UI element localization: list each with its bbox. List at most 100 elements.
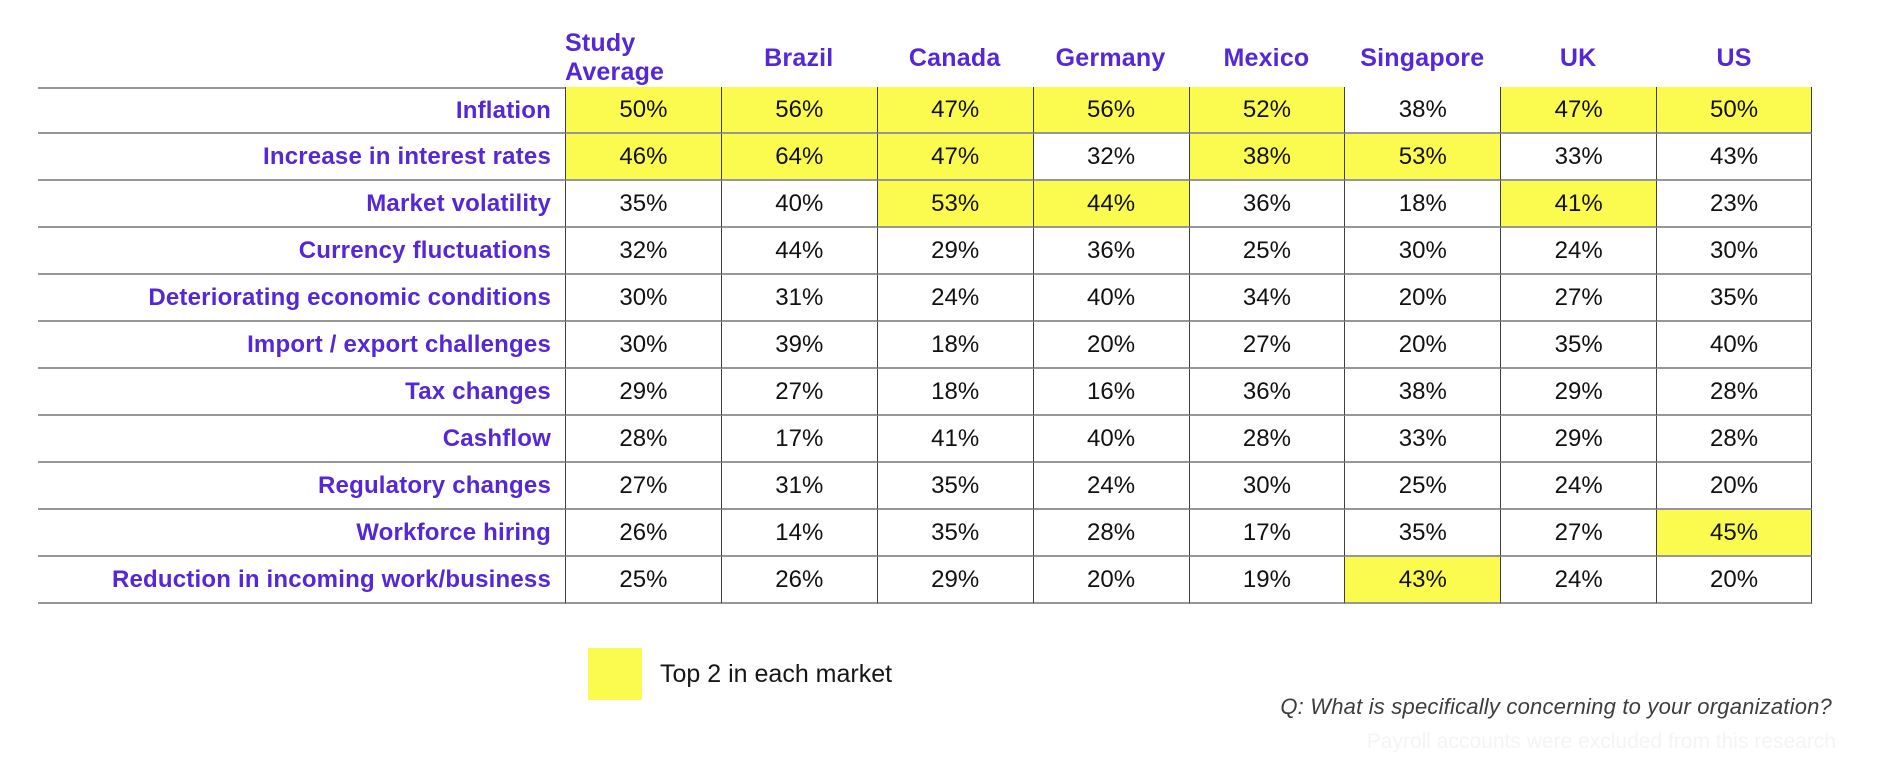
table-cell: 30% [1344,228,1501,275]
row-label: Increase in interest rates [38,134,565,181]
table-cell: 50% [1656,87,1812,134]
table-cell: 30% [565,275,721,322]
table-cell: 53% [876,181,1033,228]
table-cell: 39% [720,322,877,369]
table-cell: 24% [876,275,1033,322]
table-cell: 31% [720,275,877,322]
table-cell: 47% [876,87,1033,134]
legend-label: Top 2 in each market [660,659,893,688]
table-cell: 16% [1032,369,1189,416]
column-header-singapore: Singapore [1360,43,1485,72]
legend-highlight-swatch [588,648,642,700]
table-cell: 56% [1032,87,1189,134]
table-cell: 27% [1500,510,1657,557]
table-cell: 64% [720,134,877,181]
table-cell: 25% [565,557,721,604]
table-cell: 35% [876,510,1033,557]
table-cell: 30% [1656,228,1812,275]
row-label: Reduction in incoming work/business [38,557,565,604]
table-cell: 18% [876,322,1033,369]
row-label: Deteriorating economic conditions [38,275,565,322]
table-cell: 33% [1344,416,1501,463]
table-cell: 43% [1344,557,1501,604]
table-cell: 52% [1188,87,1345,134]
table-cell: 27% [1500,275,1657,322]
table-cell: 35% [565,181,721,228]
table-cell: 24% [1032,463,1189,510]
table-cell: 20% [1656,557,1812,604]
market-concerns-table: Study Average Brazil Canada Germany Mexico Si… [38,29,1812,604]
table-cell: 20% [1032,557,1189,604]
table-cell: 25% [1344,463,1501,510]
table-cell: 44% [1032,181,1189,228]
row-label: Regulatory changes [38,463,565,510]
table-cell: 40% [1032,275,1189,322]
table-cell: 27% [720,369,877,416]
row-label: Tax changes [38,369,565,416]
table-cell: 28% [1656,416,1812,463]
table-cell: 35% [1344,510,1501,557]
table-cell: 30% [565,322,721,369]
table-cell: 35% [876,463,1033,510]
table-cell: 23% [1656,181,1812,228]
legend: Top 2 in each market [588,648,892,700]
table-cell: 29% [876,557,1033,604]
table-cell: 18% [876,369,1033,416]
table-cell: 28% [1188,416,1345,463]
table-cell: 30% [1188,463,1345,510]
table-cell: 31% [720,463,877,510]
table-cell: 47% [876,134,1033,181]
table-cell: 17% [720,416,877,463]
table-cell: 41% [876,416,1033,463]
table-cell: 24% [1500,228,1657,275]
table-cell: 33% [1500,134,1657,181]
row-label: Cashflow [38,416,565,463]
table-cell: 53% [1344,134,1501,181]
table-cell: 40% [720,181,877,228]
table-cell: 18% [1344,181,1501,228]
table-cell: 40% [1656,322,1812,369]
table-cell: 38% [1188,134,1345,181]
table-cell: 32% [565,228,721,275]
table-cell: 24% [1500,557,1657,604]
table-cell: 28% [1656,369,1812,416]
table-cell: 41% [1500,181,1657,228]
table-cell: 35% [1656,275,1812,322]
table-cell: 26% [720,557,877,604]
table-cell: 32% [1032,134,1189,181]
column-header-germany: Germany [1055,43,1166,72]
table-cell: 36% [1188,369,1345,416]
row-label: Inflation [38,87,565,134]
column-header-us: US [1716,43,1752,72]
table-cell: 43% [1656,134,1812,181]
table-cell: 44% [720,228,877,275]
table-cell: 29% [1500,416,1657,463]
table-cell: 29% [876,228,1033,275]
table-cell: 47% [1500,87,1657,134]
column-header-canada: Canada [908,43,1001,72]
table-cell: 20% [1032,322,1189,369]
table-cell: 20% [1656,463,1812,510]
table-cell: 19% [1188,557,1345,604]
table-cell: 50% [565,87,721,134]
row-label: Import / export challenges [38,322,565,369]
table-cell: 20% [1344,322,1501,369]
table-cell: 28% [565,416,721,463]
table-cell: 56% [720,87,877,134]
survey-question: Q: What is specifically concerning to yo… [1280,694,1832,719]
row-label: Currency fluctuations [38,228,565,275]
table-cell: 17% [1188,510,1345,557]
table-cell: 38% [1344,369,1501,416]
column-header-uk: UK [1559,43,1597,72]
column-header-brazil: Brazil [764,43,834,72]
table-cell: 24% [1500,463,1657,510]
table-cell: 26% [565,510,721,557]
row-label: Market volatility [38,181,565,228]
table-corner-spacer [38,33,565,87]
table-cell: 46% [565,134,721,181]
column-header-study-average: Study Average [565,29,665,86]
table-cell: 38% [1344,87,1501,134]
table-cell: 27% [1188,322,1345,369]
table-cell: 14% [720,510,877,557]
